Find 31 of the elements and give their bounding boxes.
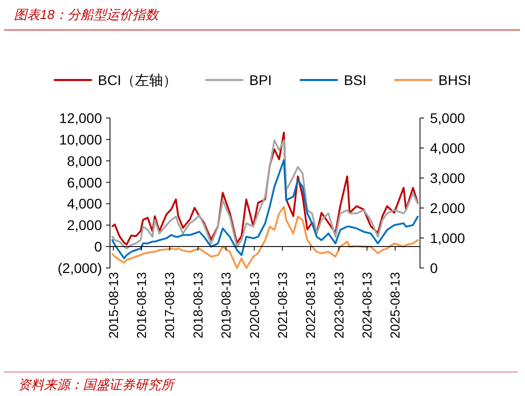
x-tick-label: 2025-08-13: [388, 272, 403, 338]
y2-tick-label: 1,000: [430, 230, 466, 246]
legend-label: BCI（左轴）: [98, 72, 178, 88]
x-tick-label: 2017-08-13: [162, 272, 178, 338]
x-tick-label: 2016-08-13: [134, 272, 150, 338]
legend-label: BHSI: [438, 72, 472, 88]
x-tick-label: 2022-08-13: [303, 272, 318, 338]
y-tick-label: 4,000: [66, 196, 102, 212]
y2-tick-label: 5,000: [430, 110, 466, 126]
y2-tick-label: 0: [430, 260, 438, 276]
y2-tick-label: 3,000: [430, 170, 466, 186]
x-tick-label: 2019-08-13: [218, 272, 234, 338]
x-tick-label: 2020-08-13: [246, 272, 262, 338]
x-tick-label: 2018-08-13: [190, 272, 206, 338]
x-tick-label: 2015-08-13: [106, 272, 121, 338]
legend-label: BSI: [344, 72, 366, 88]
y-tick-label: 6,000: [66, 174, 102, 190]
legend-label: BPI: [249, 72, 272, 88]
chart-title: 图表18：分船型运价指数: [14, 7, 160, 22]
text: 资料来源：国盛证券研究所: [18, 377, 176, 392]
y-tick-label: 0: [94, 238, 102, 255]
y-tick-label: (2,000): [58, 260, 102, 276]
y2-tick-label: 2,000: [430, 200, 466, 216]
y-tick-label: 2,000: [66, 217, 102, 234]
y-tick-label: 8,000: [66, 152, 102, 169]
y-tick-label: 10,000: [59, 131, 102, 148]
y2-tick-label: 4,000: [430, 140, 466, 156]
y-tick-label: 12,000: [59, 110, 102, 126]
x-tick-label: 2024-08-13: [359, 272, 374, 338]
x-tick-label: 2021-08-13: [274, 272, 290, 338]
x-tick-label: 2023-08-13: [331, 272, 346, 338]
